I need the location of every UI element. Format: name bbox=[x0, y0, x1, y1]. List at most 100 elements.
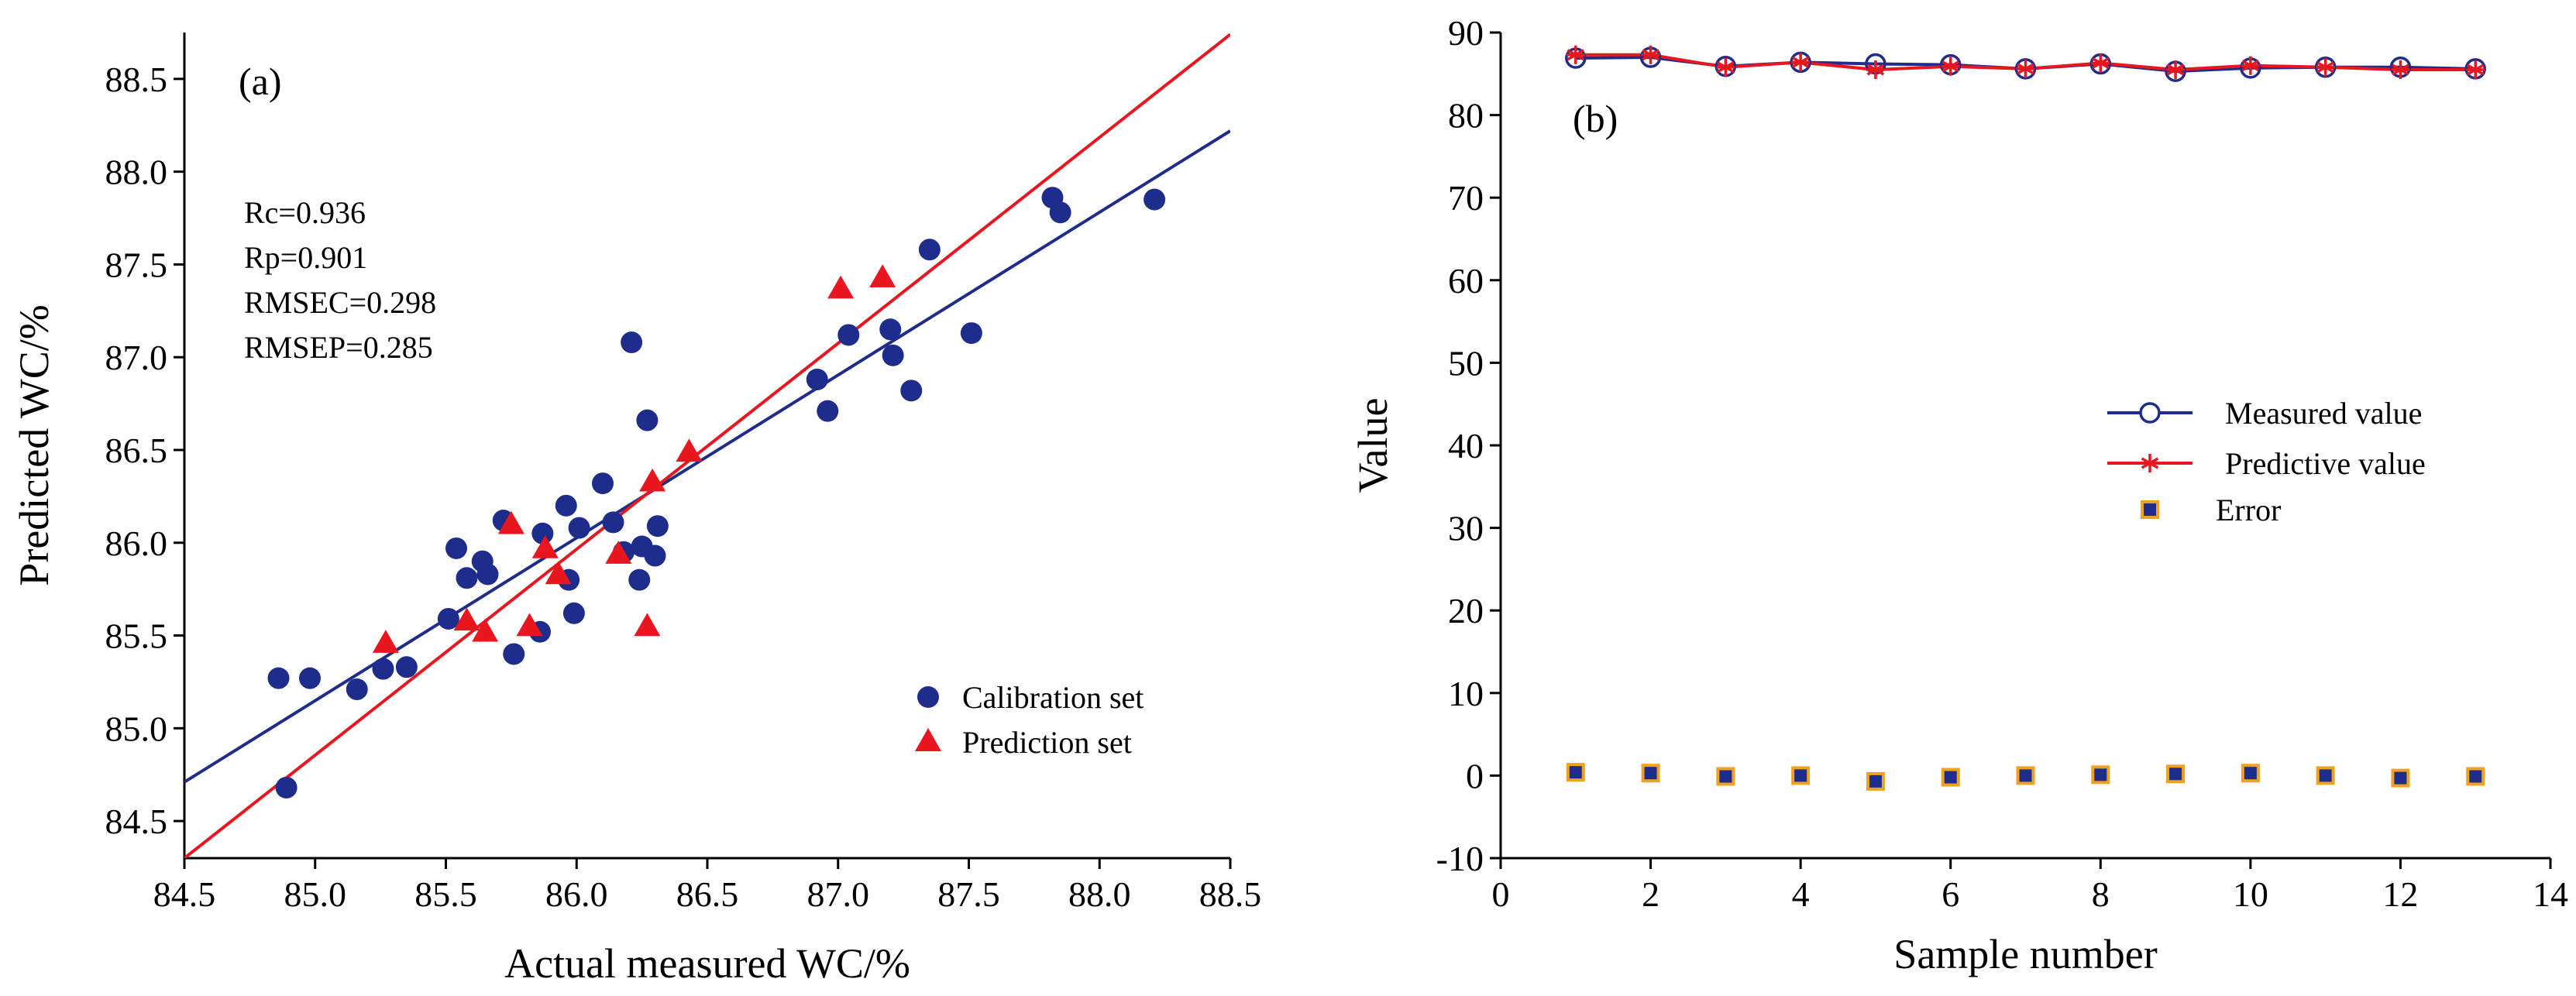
panel-a-x-tick-label: 85.0 bbox=[284, 874, 347, 914]
error-point bbox=[1641, 764, 1660, 783]
predictive-value-point bbox=[1791, 53, 1811, 72]
error-point bbox=[1566, 763, 1585, 782]
panel-a-y-axis-label: Predicted WC/% bbox=[11, 304, 57, 586]
calibration-point bbox=[621, 331, 643, 354]
calibration-point bbox=[646, 515, 669, 537]
legend-calibration-marker bbox=[917, 686, 939, 708]
panel-a-y-tick-label: 88.5 bbox=[105, 60, 168, 99]
calibration-point bbox=[837, 324, 860, 346]
panel-a-x-axis-label: Actual measured WC/% bbox=[504, 940, 910, 987]
legend-calibration-label: Calibration set bbox=[962, 680, 1144, 715]
calibration-point bbox=[531, 522, 554, 544]
calibration-point bbox=[636, 409, 659, 431]
calibration-point bbox=[628, 568, 651, 591]
calibration-point bbox=[562, 602, 585, 624]
calibration-point bbox=[1049, 201, 1071, 224]
panel-a-x-tick-label: 88.0 bbox=[1068, 874, 1131, 914]
panel-b-y-tick-label: 80 bbox=[1448, 96, 1484, 136]
error-point bbox=[2391, 768, 2410, 788]
calibration-point bbox=[882, 344, 904, 366]
calibration-point bbox=[395, 656, 418, 678]
calibration-point bbox=[592, 472, 614, 495]
calibration-point bbox=[817, 400, 839, 422]
panel-b-x-tick-label: 6 bbox=[1941, 874, 1959, 914]
error-point bbox=[1716, 767, 1735, 786]
legend-prediction-label: Prediction set bbox=[962, 725, 1132, 760]
calibration-point bbox=[437, 607, 459, 630]
legend-error-marker bbox=[2141, 500, 2159, 519]
panel-b-y-tick-label: 20 bbox=[1448, 591, 1484, 630]
panel-a-x-tick-label: 88.5 bbox=[1199, 874, 1262, 914]
calibration-point bbox=[602, 511, 624, 534]
error-point bbox=[2316, 766, 2335, 785]
panel-a-y-tick-label: 86.5 bbox=[105, 431, 168, 470]
panel-a-fit-line bbox=[184, 33, 1230, 858]
calibration-point bbox=[644, 544, 666, 567]
error-point bbox=[2166, 764, 2186, 784]
panel-a-y-tick-label: 86.0 bbox=[105, 524, 168, 563]
panel-b-y-tick-label: 0 bbox=[1466, 756, 1484, 795]
predictive-value-point bbox=[1941, 57, 1960, 76]
calibration-point bbox=[372, 658, 394, 680]
predictive-value-point bbox=[2316, 57, 2335, 77]
predictive-value-point bbox=[1641, 45, 1660, 64]
prediction-point bbox=[634, 613, 661, 637]
panel-b-chart: 0 2 4 6 8 10 12 14-100102030405060708090Sample … bbox=[1350, 13, 2568, 977]
error-point bbox=[2466, 767, 2485, 786]
panel-a-stat-text: RMSEC=0.298 bbox=[244, 285, 436, 320]
predictive-value-point bbox=[1866, 60, 1885, 79]
legend-measured-label: Measured value bbox=[2225, 396, 2422, 431]
panel-a-x-tick-label: 87.5 bbox=[937, 874, 1000, 914]
panel-b-y-tick-label: 60 bbox=[1448, 261, 1484, 301]
legend-predictive-marker bbox=[2141, 454, 2159, 472]
panel-b-x-tick-label: 12 bbox=[2382, 874, 2418, 914]
panel-a-x-tick-label: 86.0 bbox=[545, 874, 608, 914]
calibration-point bbox=[555, 494, 577, 517]
predictive-value-point bbox=[1716, 57, 1735, 77]
prediction-point bbox=[472, 618, 499, 642]
panel-b-x-axis-label: Sample number bbox=[1893, 931, 2157, 977]
panel-a-stat-text: Rc=0.936 bbox=[244, 195, 366, 230]
panel-b-x-tick-label: 4 bbox=[1792, 874, 1810, 914]
prediction-point bbox=[516, 613, 543, 637]
prediction-point bbox=[453, 607, 480, 631]
error-point bbox=[2241, 764, 2260, 783]
legend-prediction-marker bbox=[915, 728, 941, 751]
panel-a-chart: 84.5 85.0 85.5 86.0 86.5 87.0 87.5 88.0 88.5 84.5… bbox=[11, 33, 1261, 987]
prediction-point bbox=[869, 264, 896, 287]
predictive-value-point bbox=[2166, 60, 2186, 79]
panel-b-y-axis-label: Value bbox=[1350, 398, 1396, 493]
error-point bbox=[2091, 765, 2110, 785]
panel-a-fit-line bbox=[184, 129, 1230, 784]
legend-error-label: Error bbox=[2216, 493, 2281, 527]
legend-measured-marker bbox=[2139, 402, 2161, 424]
calibration-point bbox=[275, 776, 297, 799]
panel-a-stat-text: Rp=0.901 bbox=[244, 240, 367, 275]
panel-b-x-tick-label: 0 bbox=[1492, 874, 1510, 914]
panel-b-y-tick-label: 50 bbox=[1448, 343, 1484, 383]
panel-a-y-tick-label: 87.5 bbox=[105, 245, 168, 284]
panel-a-y-tick-label: 85.0 bbox=[105, 709, 168, 748]
panel-a-x-tick-label: 86.5 bbox=[676, 874, 739, 914]
calibration-point bbox=[299, 667, 321, 689]
panel-b-y-tick-label: -10 bbox=[1436, 839, 1484, 878]
calibration-point bbox=[806, 368, 828, 390]
calibration-point bbox=[445, 537, 467, 559]
prediction-point bbox=[605, 541, 632, 564]
panel-a-x-tick-label: 87.0 bbox=[807, 874, 870, 914]
calibration-point bbox=[346, 678, 368, 701]
panel-b-x-tick-label: 8 bbox=[2092, 874, 2110, 914]
prediction-point bbox=[639, 468, 666, 492]
panel-a-y-tick-label: 87.0 bbox=[105, 338, 168, 377]
panel-a-stat-text: RMSEP=0.285 bbox=[244, 330, 433, 365]
prediction-point bbox=[676, 438, 703, 462]
panel-a-y-tick-label: 85.5 bbox=[105, 616, 168, 656]
panel-b-y-tick-label: 70 bbox=[1448, 178, 1484, 218]
predictive-value-point bbox=[2241, 56, 2260, 75]
panel-a-x-tick-label: 84.5 bbox=[153, 874, 216, 914]
prediction-point bbox=[372, 630, 399, 653]
predictive-value-point bbox=[2391, 60, 2410, 79]
panel-b-y-tick-label: 40 bbox=[1448, 426, 1484, 465]
panel-a-label: (a) bbox=[239, 60, 282, 103]
